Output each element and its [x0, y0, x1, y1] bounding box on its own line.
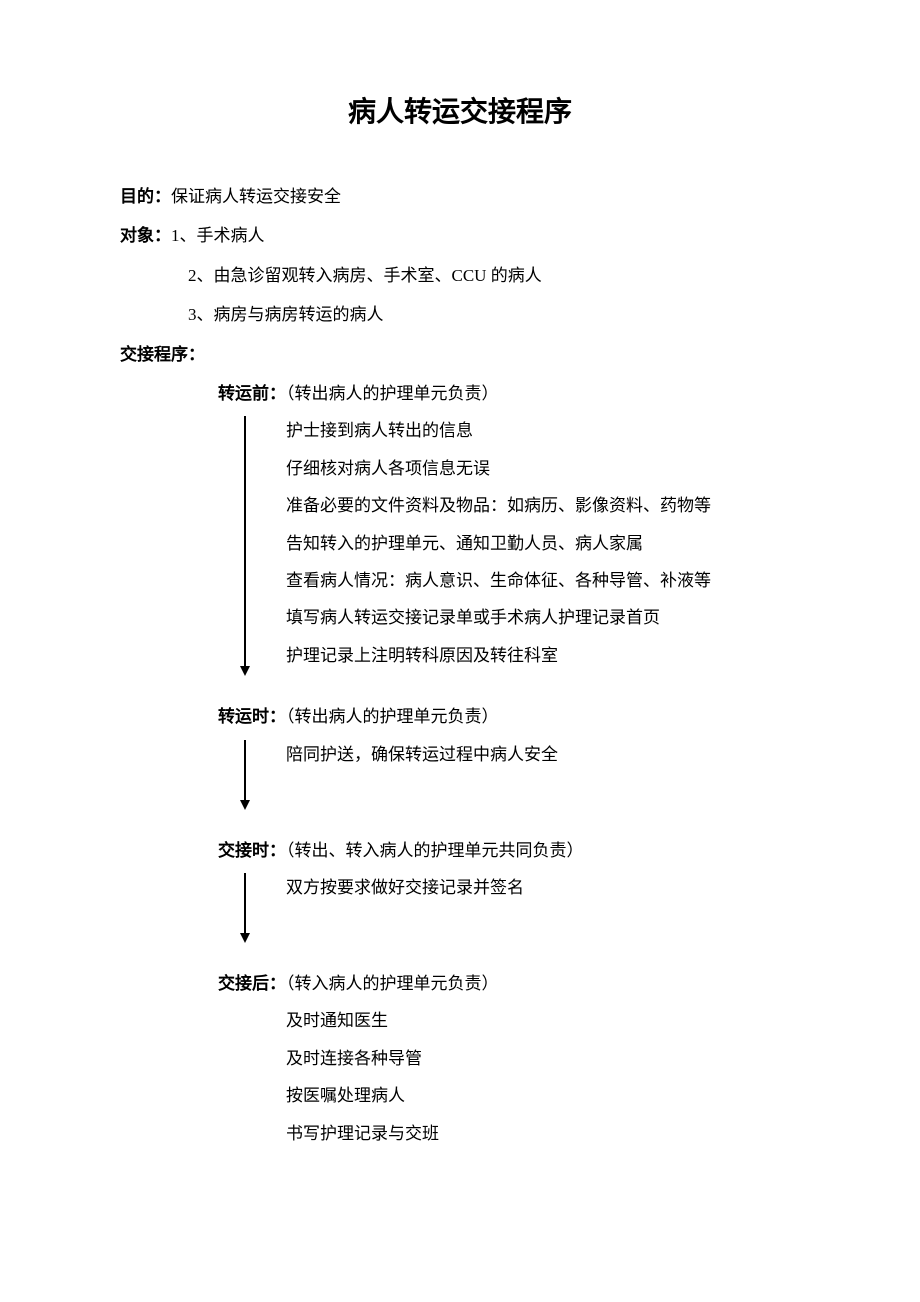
stage-step: 及时连接各种导管: [286, 1040, 800, 1077]
stage-heading: 转运时：（转出病人的护理单元负责）: [218, 698, 800, 735]
subjects-label: 对象：: [120, 226, 171, 245]
stage-step: 护理记录上注明转科原因及转往科室: [286, 637, 800, 674]
stage-block: 转运前：（转出病人的护理单元负责）护士接到病人转出的信息仔细核对病人各项信息无误…: [120, 375, 800, 698]
purpose-text: 保证病人转运交接安全: [171, 187, 341, 206]
stage-heading: 交接时：（转出、转入病人的护理单元共同负责）: [218, 832, 800, 869]
arrow-head-icon: [240, 933, 250, 943]
stage-name: 交接时：: [218, 841, 286, 860]
stage-step: 按医嘱处理病人: [286, 1077, 800, 1114]
stage-content: 及时通知医生及时连接各种导管按医嘱处理病人书写护理记录与交班: [218, 1002, 800, 1152]
stage-step: 双方按要求做好交接记录并签名: [286, 869, 800, 906]
stage-note: （转出、转入病人的护理单元共同负责）: [286, 841, 584, 860]
stage-step: 仔细核对病人各项信息无误: [286, 450, 800, 487]
arrow-head-icon: [240, 666, 250, 676]
stage-note: （转入病人的护理单元负责）: [286, 974, 499, 993]
stage-content: 护士接到病人转出的信息仔细核对病人各项信息无误准备必要的文件资料及物品：如病历、…: [218, 412, 800, 698]
stage-heading: 交接后：（转入病人的护理单元负责）: [218, 965, 800, 1002]
stage-block: 交接后：（转入病人的护理单元负责）及时通知医生及时连接各种导管按医嘱处理病人书写…: [120, 965, 800, 1152]
stage-step: 准备必要的文件资料及物品：如病历、影像资料、药物等: [286, 487, 800, 524]
stage-content: 陪同护送，确保转运过程中病人安全: [218, 736, 800, 832]
stages-container: 转运前：（转出病人的护理单元负责）护士接到病人转出的信息仔细核对病人各项信息无误…: [120, 375, 800, 1152]
stage-step: 告知转入的护理单元、通知卫勤人员、病人家属: [286, 525, 800, 562]
stage-block: 交接时：（转出、转入病人的护理单元共同负责）双方按要求做好交接记录并签名: [120, 832, 800, 965]
document-title: 病人转运交接程序: [120, 90, 800, 130]
spacer: [286, 773, 800, 832]
stage-heading: 转运前：（转出病人的护理单元负责）: [218, 375, 800, 412]
stage-step: 填写病人转运交接记录单或手术病人护理记录首页: [286, 599, 800, 636]
stage-step: 书写护理记录与交班: [286, 1115, 800, 1152]
stage-note: （转出病人的护理单元负责）: [286, 384, 499, 403]
spacer: [286, 906, 800, 965]
procedure-label: 交接程序：: [120, 336, 800, 373]
subjects-line-1: 对象：1、手术病人: [120, 217, 800, 254]
stage-step: 及时通知医生: [286, 1002, 800, 1039]
subjects-item-3: 3、病房与病房转运的病人: [120, 296, 800, 333]
arrow-line-icon: [244, 873, 246, 935]
arrow-line-icon: [244, 416, 246, 668]
stage-name: 转运前：: [218, 384, 286, 403]
stage-name: 转运时：: [218, 707, 286, 726]
stage-step: 护士接到病人转出的信息: [286, 412, 800, 449]
stage-note: （转出病人的护理单元负责）: [286, 707, 499, 726]
stage-step: 查看病人情况：病人意识、生命体征、各种导管、补液等: [286, 562, 800, 599]
stage-content: 双方按要求做好交接记录并签名: [218, 869, 800, 965]
arrow-line-icon: [244, 740, 246, 802]
purpose-line: 目的：保证病人转运交接安全: [120, 178, 800, 215]
stage-step: 陪同护送，确保转运过程中病人安全: [286, 736, 800, 773]
subjects-item-1: 1、手术病人: [171, 226, 265, 245]
purpose-label: 目的：: [120, 187, 171, 206]
stage-name: 交接后：: [218, 974, 286, 993]
arrow-head-icon: [240, 800, 250, 810]
stage-block: 转运时：（转出病人的护理单元负责）陪同护送，确保转运过程中病人安全: [120, 698, 800, 831]
subjects-item-2: 2、由急诊留观转入病房、手术室、CCU 的病人: [120, 257, 800, 294]
spacer: [286, 674, 800, 698]
